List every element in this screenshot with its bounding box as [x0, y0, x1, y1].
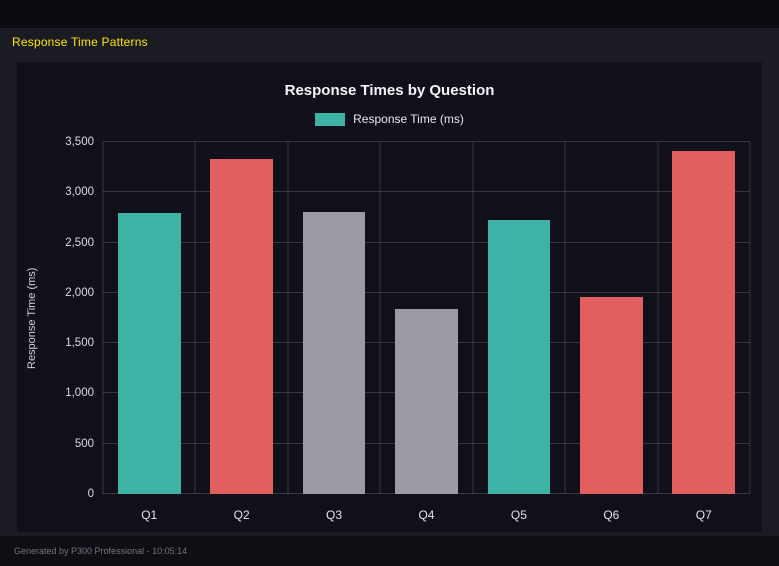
- y-tick-label: 3,000: [65, 186, 94, 199]
- v-gridline: [102, 142, 104, 494]
- x-tick-label: Q2: [233, 508, 250, 522]
- y-tick-label: 0: [87, 488, 94, 500]
- bar-q5[interactable]: [487, 219, 551, 494]
- y-axis-title: Response Time (ms): [26, 267, 38, 369]
- y-tick-label: 2,500: [65, 236, 94, 249]
- top-strip: [0, 0, 779, 28]
- bar-q6[interactable]: [579, 296, 643, 494]
- bar-q1[interactable]: [117, 213, 181, 494]
- v-gridline: [194, 142, 196, 494]
- plot-area: 0 500 1,000 1,500 2,000 2,500 3,000 3,500: [65, 136, 751, 500]
- x-tick-label: Q1: [141, 508, 158, 522]
- bottom-strip: [0, 536, 779, 566]
- h-gridline: [103, 191, 750, 193]
- chart-title: Response Times by Question: [284, 82, 495, 99]
- v-gridline: [472, 142, 474, 494]
- h-gridline: [103, 241, 750, 243]
- legend-swatch: [315, 112, 346, 126]
- y-tick-label: 1,500: [65, 337, 94, 350]
- chart-legend-item[interactable]: Response Time (ms): [17, 112, 762, 126]
- y-tick-label: 500: [74, 437, 94, 450]
- x-tick-label: Q6: [603, 508, 620, 522]
- h-gridline: [103, 291, 750, 293]
- v-gridline: [287, 142, 289, 494]
- bar-q3[interactable]: [302, 212, 366, 494]
- v-gridline: [379, 142, 381, 494]
- chart-panel: Response Times by Question Response Time…: [17, 62, 762, 532]
- y-tick-label: 2,000: [65, 286, 94, 299]
- chart-area: Response Time (ms) 0 500 1,000 1,500 2,000 2,…: [26, 136, 751, 500]
- page-title: Response Time Patterns: [12, 35, 148, 49]
- x-axis-labels: Q1 Q2 Q3 Q4 Q5 Q6 Q7: [103, 494, 750, 522]
- x-tick-label: Q4: [418, 508, 435, 522]
- h-gridline: [103, 141, 750, 142]
- x-tick-label: Q5: [510, 508, 527, 522]
- y-tick-label: 3,500: [65, 136, 94, 148]
- bar-q7[interactable]: [672, 151, 736, 494]
- footer-text: Generated by P300 Professional - 10:05:1…: [14, 546, 188, 556]
- legend-label: Response Time (ms): [353, 112, 464, 126]
- v-gridline: [564, 142, 566, 494]
- bar-q2[interactable]: [210, 159, 274, 494]
- x-tick-label: Q7: [695, 508, 712, 522]
- v-gridline: [657, 142, 659, 494]
- v-gridline: [749, 142, 751, 494]
- bar-q4[interactable]: [395, 308, 458, 494]
- x-tick-label: Q3: [326, 508, 343, 522]
- y-tick-label: 1,000: [65, 387, 94, 400]
